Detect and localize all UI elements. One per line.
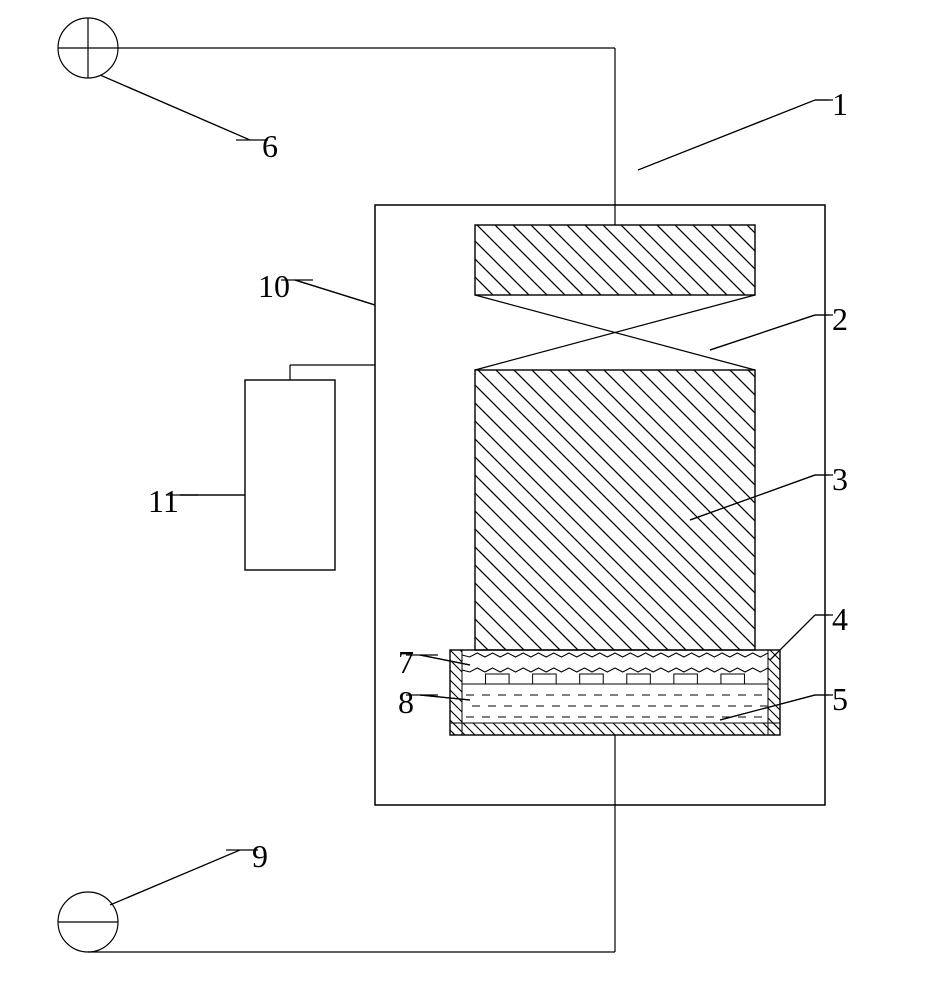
label-11: 11 [148,483,179,520]
label-4: 4 [832,601,848,638]
diagram-canvas [0,0,947,1000]
label-2: 2 [832,301,848,338]
label-10: 10 [258,268,290,305]
label-5: 5 [832,681,848,718]
label-6: 6 [262,128,278,165]
label-3: 3 [832,461,848,498]
label-9: 9 [252,838,268,875]
label-1: 1 [832,86,848,123]
label-8: 8 [398,684,414,721]
label-7: 7 [398,644,414,681]
